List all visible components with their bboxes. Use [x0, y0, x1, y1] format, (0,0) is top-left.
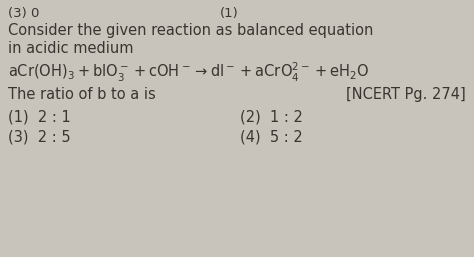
- Text: (1)  2 : 1: (1) 2 : 1: [8, 109, 71, 124]
- Text: (1): (1): [220, 7, 239, 20]
- Text: (3) 0: (3) 0: [8, 7, 39, 20]
- Text: (2)  1 : 2: (2) 1 : 2: [240, 109, 303, 124]
- Text: [NCERT Pg. 274]: [NCERT Pg. 274]: [346, 87, 466, 102]
- Text: Consider the given reaction as balanced equation: Consider the given reaction as balanced …: [8, 23, 374, 38]
- Text: in acidic medium: in acidic medium: [8, 41, 134, 56]
- Text: (4)  5 : 2: (4) 5 : 2: [240, 129, 303, 144]
- Text: (3)  2 : 5: (3) 2 : 5: [8, 129, 71, 144]
- Text: The ratio of b to a is: The ratio of b to a is: [8, 87, 156, 102]
- Text: $\mathrm{aCr(OH)_3 + bIO_3^- + cOH^- \rightarrow dI^- + aCrO_4^{2-} + eH_2O}$: $\mathrm{aCr(OH)_3 + bIO_3^- + cOH^- \ri…: [8, 61, 369, 84]
